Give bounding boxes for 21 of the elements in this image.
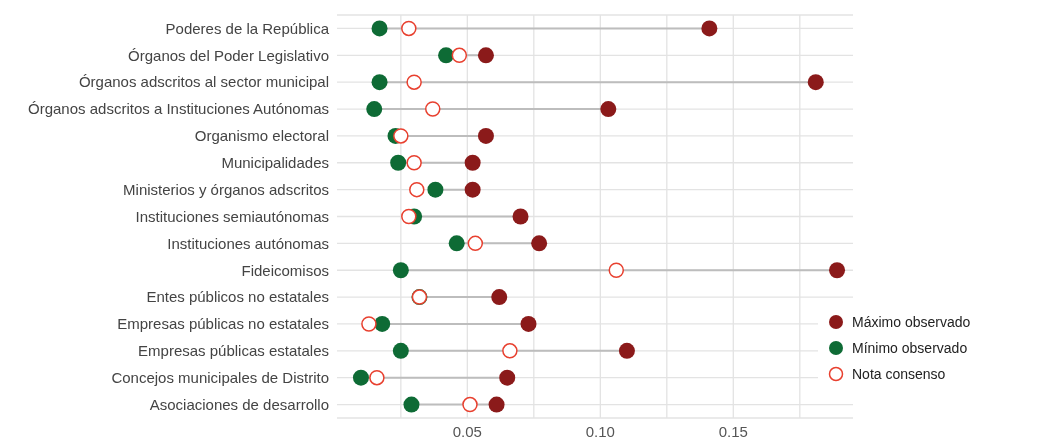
y-tick-label: Concejos municipales de Distrito <box>111 369 329 387</box>
x-tick-label: 0.05 <box>452 422 482 440</box>
y-tick-label: Asociaciones de desarrollo <box>149 395 329 413</box>
y-tick-label: Órganos adscritos al sector municipal <box>78 73 329 91</box>
legend-label: Mínimo observado <box>852 339 968 358</box>
y-tick-label: Poderes de la República <box>165 19 330 37</box>
y-tick-label: Ministerios y órganos adscritos <box>123 180 329 198</box>
y-tick-label: Municipalidades <box>221 154 329 172</box>
y-tick-label: Órganos adscritos a Instituciones Autónomas <box>28 100 329 118</box>
y-tick-label: Instituciones autónomas <box>167 234 329 252</box>
y-tick-label: Empresas públicas no estatales <box>117 315 329 333</box>
y-tick-label: Fideicomisos <box>241 261 329 279</box>
y-tick-label: Instituciones semiautónomas <box>135 207 329 225</box>
x-tick-label: 0.15 <box>718 422 748 440</box>
x-tick-label: 0.10 <box>585 422 615 440</box>
y-tick-label: Organismo electoral <box>194 127 329 145</box>
legend-label: Nota consenso <box>852 365 946 384</box>
y-tick-label: Entes públicos no estatales <box>146 288 329 306</box>
legend-label: Máximo observado <box>852 313 971 332</box>
y-tick-label: Empresas públicas estatales <box>138 342 329 360</box>
y-tick-label: Órganos del Poder Legislativo <box>128 46 329 64</box>
